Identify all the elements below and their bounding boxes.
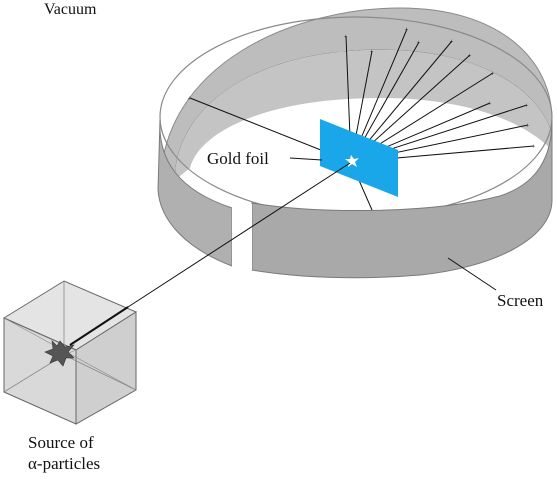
impact-mark: + [188,95,192,103]
screen-pointer [447,257,497,291]
impact-mark: + [525,102,529,110]
vacuum-label: Vacuum [44,1,97,18]
impact-mark: + [532,143,536,151]
impact-mark: + [417,39,421,47]
screen-front-right [251,119,553,279]
source-label-line1: Source of [28,433,94,452]
flash-icon [345,155,359,167]
impact-mark: + [526,122,530,130]
impact-mark: + [405,26,409,34]
screen-inner-wall [175,50,552,180]
source-label: Source of α-particles [28,432,100,474]
impact-mark: + [488,100,492,108]
impact-mark: + [450,38,454,46]
source-label-line2: α-particles [28,454,101,473]
screen-label: Screen [497,291,544,310]
impact-mark: + [491,70,495,78]
alpha-beam [127,162,351,308]
impact-mark: + [344,33,348,41]
screen-slit [232,204,252,270]
gold-foil-label: Gold foil [207,149,269,168]
gold-foil-pointer [289,157,323,161]
impact-mark: + [370,48,374,56]
alpha-source-cube [2,280,138,425]
starburst-icon [44,340,75,367]
impact-mark: + [468,52,472,60]
